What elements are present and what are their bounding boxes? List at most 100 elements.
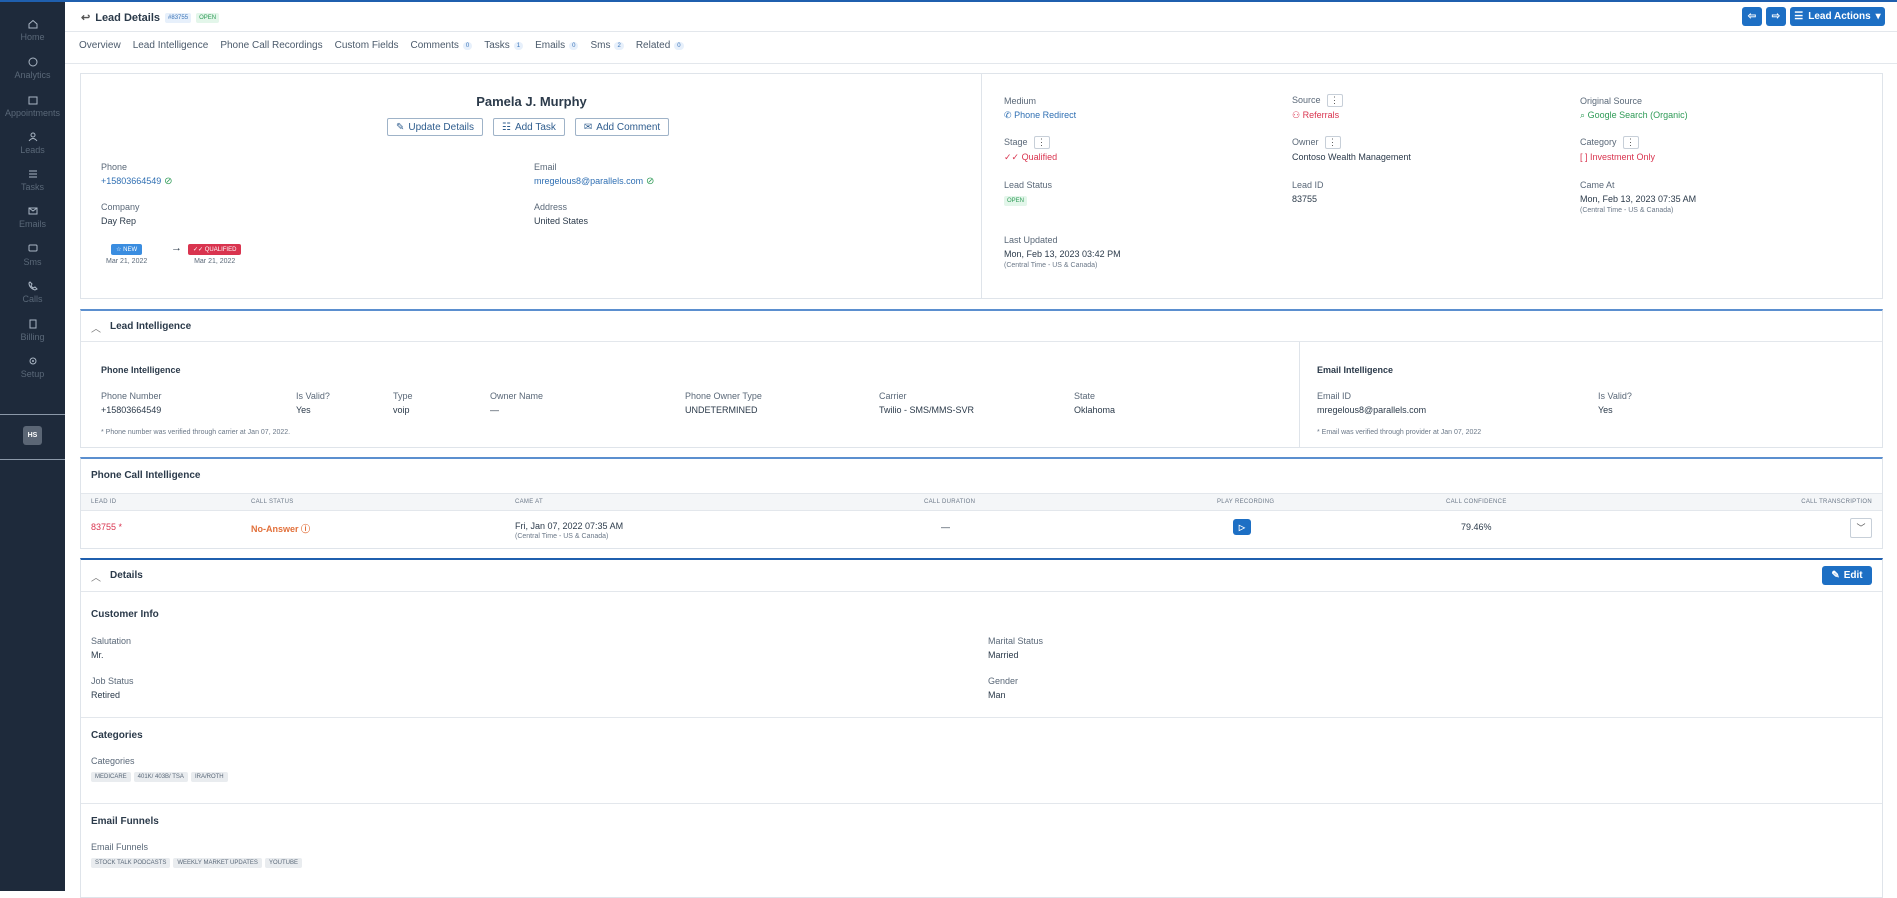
chat-icon — [28, 244, 37, 252]
funnel-chip: STOCK TALK PODCASTS — [91, 858, 171, 868]
email-link[interactable]: mregelous8@parallels.com — [534, 176, 644, 186]
tab-sms[interactable]: Sms 2 — [590, 40, 624, 51]
chevron-down-icon: ▾ — [1875, 11, 1881, 22]
nav-tasks[interactable]: Tasks — [0, 168, 65, 192]
tab-phone-call-recordings[interactable]: Phone Call Recordings — [220, 40, 322, 51]
nav-analytics[interactable]: Analytics — [0, 56, 65, 80]
sidebar-divider — [0, 459, 65, 460]
divider — [81, 803, 1882, 804]
nav-emails[interactable]: Emails — [0, 205, 65, 229]
prev-lead-button[interactable]: ⇦ — [1742, 7, 1762, 26]
stage-new-badge: ☆ NEW — [111, 244, 143, 255]
col-label: Phone Owner Type — [685, 391, 762, 401]
users-icon — [28, 132, 37, 142]
tab-comments[interactable]: Comments 0 — [411, 40, 473, 51]
nav-leads[interactable]: Leads — [0, 131, 65, 155]
update-details-button[interactable]: ✎ Update Details — [387, 118, 483, 136]
col-label: Phone Number — [101, 391, 162, 401]
tab-label: Tasks — [484, 40, 510, 51]
section-title: Phone Call Intelligence — [91, 470, 201, 481]
nav-label: Tasks — [20, 182, 44, 192]
col-value: mregelous8@parallels.com — [1317, 405, 1427, 415]
tab-custom-fields[interactable]: Custom Fields — [335, 40, 399, 51]
more-icon[interactable]: ⋮ — [1326, 94, 1343, 107]
lead-actions-button[interactable]: ☰ Lead Actions ▾ — [1790, 7, 1885, 26]
is-valid-col: Is Valid? Yes — [296, 391, 330, 415]
nav-appointments[interactable]: Appointments — [0, 94, 65, 118]
edit-icon: ✎ — [1831, 570, 1840, 581]
call-lead-id-link[interactable]: 83755 * — [91, 522, 123, 532]
lead-name: Pamela J. Murphy — [476, 94, 587, 109]
col-label: Email ID — [1317, 391, 1352, 401]
next-lead-button[interactable]: ⇨ — [1766, 7, 1786, 26]
add-comment-button[interactable]: ✉ Add Comment — [574, 118, 670, 136]
marital-field: Marital Status Married — [988, 636, 1043, 660]
section-header[interactable]: ︿ Details ✎ Edit — [81, 560, 1882, 592]
page-header: ↩ Lead Details #83755 OPEN ⇦ ⇨ ☰ Lead Act… — [65, 2, 1897, 32]
original-source-field: Original Source ⌕ Google Search (Organic) — [1580, 96, 1688, 121]
nav-billing[interactable]: Billing — [0, 318, 65, 342]
tab-count: 2 — [614, 41, 624, 50]
lead-id-badge: #83755 — [165, 12, 192, 23]
tab-label: Emails — [535, 40, 566, 51]
col-value: voip — [393, 405, 410, 415]
transcription-toggle[interactable]: ﹀ — [1850, 518, 1872, 538]
nav-label: Calls — [22, 294, 43, 304]
nav-home[interactable]: Home — [0, 18, 65, 42]
address-field: Address United States — [534, 202, 588, 226]
lead-id-field: Lead ID 83755 — [1292, 180, 1324, 204]
field-label: Job Status — [91, 676, 134, 686]
came-at-value: Mon, Feb 13, 2023 07:35 AM — [1580, 194, 1697, 204]
email-funnels-label: Email Funnels — [91, 842, 149, 852]
nav-sms[interactable]: Sms — [0, 243, 65, 267]
edit-button[interactable]: ✎ Edit — [1822, 566, 1872, 585]
medium-label: Medium — [1004, 96, 1037, 106]
more-icon[interactable]: ⋮ — [1033, 136, 1050, 149]
field-value: Man — [988, 690, 1006, 700]
source-label: Source — [1292, 94, 1321, 105]
add-task-button[interactable]: ☷ Add Task — [492, 118, 565, 136]
avatar[interactable]: HS — [23, 426, 42, 445]
more-icon[interactable]: ⋮ — [1324, 136, 1341, 149]
last-updated-timezone: (Central Time - US & Canada) — [1004, 262, 1098, 269]
phone-link[interactable]: +15803664549 — [101, 176, 162, 186]
chevron-up-icon: ︿ — [91, 573, 101, 584]
section-title: Details — [110, 570, 143, 581]
email-intel-note: * Email was verified through provider at… — [1317, 429, 1482, 436]
back-icon[interactable]: ↩ — [81, 12, 91, 24]
col-label: Owner Name — [490, 391, 544, 401]
play-recording-button[interactable]: ▷ — [1233, 519, 1251, 535]
profile-panel: Pamela J. Murphy ✎ Update Details ☷ Add Ta… — [81, 74, 982, 298]
tab-related[interactable]: Related 0 — [636, 40, 684, 51]
nav-calls[interactable]: Calls — [0, 280, 65, 304]
tab-tasks[interactable]: Tasks 1 — [484, 40, 524, 51]
more-icon[interactable]: ⋮ — [1622, 136, 1639, 149]
company-label: Company — [101, 202, 140, 212]
field-label: Salutation — [91, 636, 132, 646]
nav-setup[interactable]: Setup — [0, 355, 65, 379]
categories-label: Categories — [91, 756, 135, 766]
category-chip: IRA/ROTH — [190, 772, 228, 782]
tab-overview[interactable]: Overview — [79, 40, 121, 51]
col-header: CALL CONFIDENCE — [1446, 499, 1507, 505]
tab-label: Overview — [79, 40, 121, 51]
tab-bar: Overview Lead Intelligence Phone Call Re… — [79, 40, 684, 51]
funnel-chip: WEEKLY MARKET UPDATES — [173, 858, 262, 868]
came-at-timezone: (Central Time - US & Canada) — [1580, 207, 1674, 214]
last-updated-value: Mon, Feb 13, 2023 03:42 PM — [1004, 249, 1121, 259]
lead-intelligence-card: ︿ Lead Intelligence Phone Intelligence P… — [80, 309, 1883, 448]
carrier-col: Carrier Twilio - SMS/MMS-SVR — [879, 391, 974, 415]
lead-id-label: Lead ID — [1292, 180, 1324, 190]
arrow-left-icon: ⇦ — [1747, 11, 1757, 22]
gear-icon — [29, 357, 36, 365]
col-value: Oklahoma — [1074, 405, 1116, 415]
section-header[interactable]: ︿ Lead Intelligence — [81, 311, 1882, 342]
category-label: Category — [1580, 136, 1617, 147]
chevron-down-icon: ﹀ — [1856, 523, 1866, 533]
tab-label: Custom Fields — [334, 40, 399, 51]
phone-icon — [27, 281, 38, 291]
tab-lead-intelligence[interactable]: Lead Intelligence — [133, 40, 209, 51]
tab-emails[interactable]: Emails 0 — [535, 40, 579, 51]
title-text: Lead Details — [95, 11, 161, 24]
funnel-chip: YOUTUBE — [264, 858, 302, 868]
